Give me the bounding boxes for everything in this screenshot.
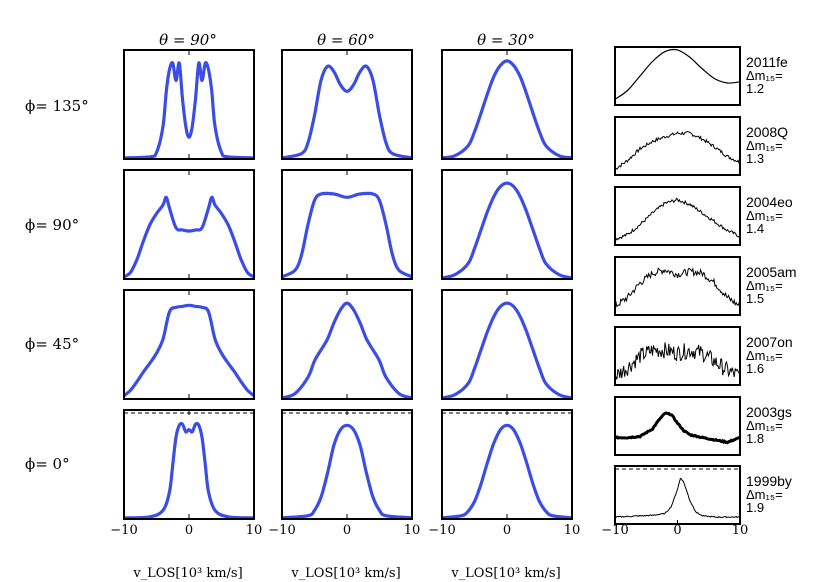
decline-rate-label-2004eo: Δm₁₅=: [746, 208, 783, 223]
observed-panel-frame-2007on: [614, 326, 741, 386]
panel-frame-theta-90-phi-0: [123, 409, 255, 520]
panel-frame-theta-90-phi-90: [123, 169, 255, 280]
column-title-theta-90: θ = 90°: [159, 31, 217, 49]
row-label-phi-90: ϕ= 90°: [25, 216, 79, 234]
x-tick-label-observed: −10: [601, 523, 628, 538]
panel-frame-theta-60-phi-135: [281, 49, 413, 160]
observed-spectrum-2003gs: [614, 411, 741, 445]
decline-rate-value-2008Q: 1.3: [746, 151, 764, 166]
model-line-theta-60-phi-90: [281, 191, 413, 279]
model-line-theta-60-phi-0: [281, 423, 413, 520]
panel-frame-theta-90-phi-135: [123, 49, 255, 160]
supernova-name-2011fe: 2011fe: [746, 54, 788, 70]
decline-rate-value-2007on: 1.6: [746, 361, 764, 376]
observed-spectrum-1999by: [614, 477, 741, 519]
row-label-phi-0: ϕ= 0°: [25, 455, 70, 473]
model-line-theta-30-phi-0: [441, 423, 573, 520]
x-axis-label-col-3: v_LOS[10³ km/s]: [450, 566, 560, 581]
decline-rate-value-2003gs: 1.8: [746, 431, 764, 446]
model-line-theta-60-phi-135: [281, 64, 413, 160]
column-title-theta-30: θ = 30°: [477, 31, 535, 49]
observed-spectrum-2008Q: [614, 131, 741, 170]
observed-panel-frame-2005am: [614, 256, 741, 316]
supernova-name-1999by: 1999by: [746, 473, 792, 489]
row-label-phi-45: ϕ= 45°: [25, 335, 79, 353]
observed-spectrum-2011fe: [614, 48, 741, 100]
row-label-phi-135: ϕ= 135°: [25, 97, 89, 115]
x-tick-label-col-2: 0: [343, 523, 351, 538]
decline-rate-label-1999by: Δm₁₅=: [746, 487, 783, 502]
supernova-name-2005am: 2005am: [746, 264, 797, 280]
observed-panel-frame-2004eo: [614, 186, 741, 246]
observed-spectrum-2005am: [614, 267, 741, 310]
supernova-name-2003gs: 2003gs: [746, 404, 792, 420]
model-line-theta-30-phi-90: [441, 181, 573, 280]
observed-panel-frame-2011fe: [614, 46, 741, 106]
decline-rate-label-2011fe: Δm₁₅=: [746, 68, 783, 83]
model-line-theta-90-phi-135: [123, 61, 255, 160]
x-tick-label-col-3: 10: [564, 523, 581, 538]
x-tick-label-col-1: −10: [110, 523, 137, 538]
model-line-theta-30-phi-135: [441, 59, 573, 160]
x-axis-label-col-1: v_LOS[10³ km/s]: [132, 566, 242, 581]
decline-rate-value-1999by: 1.9: [746, 500, 764, 515]
observed-panel-frame-1999by: [614, 465, 741, 525]
model-line-theta-90-phi-45: [122, 303, 256, 397]
panel-grid: −10 0 10 −10 0 10 −10 0 102011feΔm₁₅=1.22008QΔm₁…: [110, 46, 797, 538]
panel-frame-theta-60-phi-90: [281, 169, 413, 280]
model-line-theta-60-phi-45: [281, 301, 413, 400]
panel-frame-theta-30-phi-90: [441, 169, 573, 280]
x-tick-label-col-1: 0: [185, 523, 193, 538]
panel-frame-theta-60-phi-45: [281, 289, 413, 400]
observed-panel-frame-2008Q: [614, 116, 741, 176]
observed-spectrum-2007on: [614, 342, 741, 380]
x-tick-label-col-2: −10: [268, 523, 295, 538]
panel-frame-theta-30-phi-135: [441, 49, 573, 160]
observed-panel-frame-2003gs: [614, 396, 741, 456]
decline-rate-label-2007on: Δm₁₅=: [746, 348, 783, 363]
decline-rate-label-2005am: Δm₁₅=: [746, 278, 783, 293]
supernova-name-2004eo: 2004eo: [746, 194, 793, 210]
x-tick-label-col-1: 10: [246, 523, 263, 538]
x-tick-label-col-3: −10: [428, 523, 455, 538]
decline-rate-value-2004eo: 1.4: [746, 221, 764, 236]
model-line-theta-90-phi-0: [123, 421, 255, 520]
decline-rate-label-2003gs: Δm₁₅=: [746, 418, 783, 433]
model-line-theta-30-phi-45: [441, 301, 573, 400]
column-title-theta-60: θ = 60°: [317, 31, 375, 49]
decline-rate-value-2005am: 1.5: [746, 291, 764, 306]
decline-rate-value-2011fe: 1.2: [746, 81, 764, 96]
x-tick-label-observed: 0: [673, 523, 681, 538]
x-axis-label-col-2: v_LOS[10³ km/s]: [290, 566, 400, 581]
supernova-name-2007on: 2007on: [746, 334, 793, 350]
x-tick-label-col-3: 0: [503, 523, 511, 538]
panel-frame-theta-30-phi-45: [441, 289, 573, 400]
decline-rate-label-2008Q: Δm₁₅=: [746, 138, 783, 153]
supernova-name-2008Q: 2008Q: [746, 124, 788, 140]
x-tick-label-observed: 10: [732, 523, 749, 538]
model-line-theta-90-phi-90: [123, 195, 255, 279]
observed-spectrum-2004eo: [614, 197, 741, 242]
x-tick-label-col-2: 10: [404, 523, 421, 538]
